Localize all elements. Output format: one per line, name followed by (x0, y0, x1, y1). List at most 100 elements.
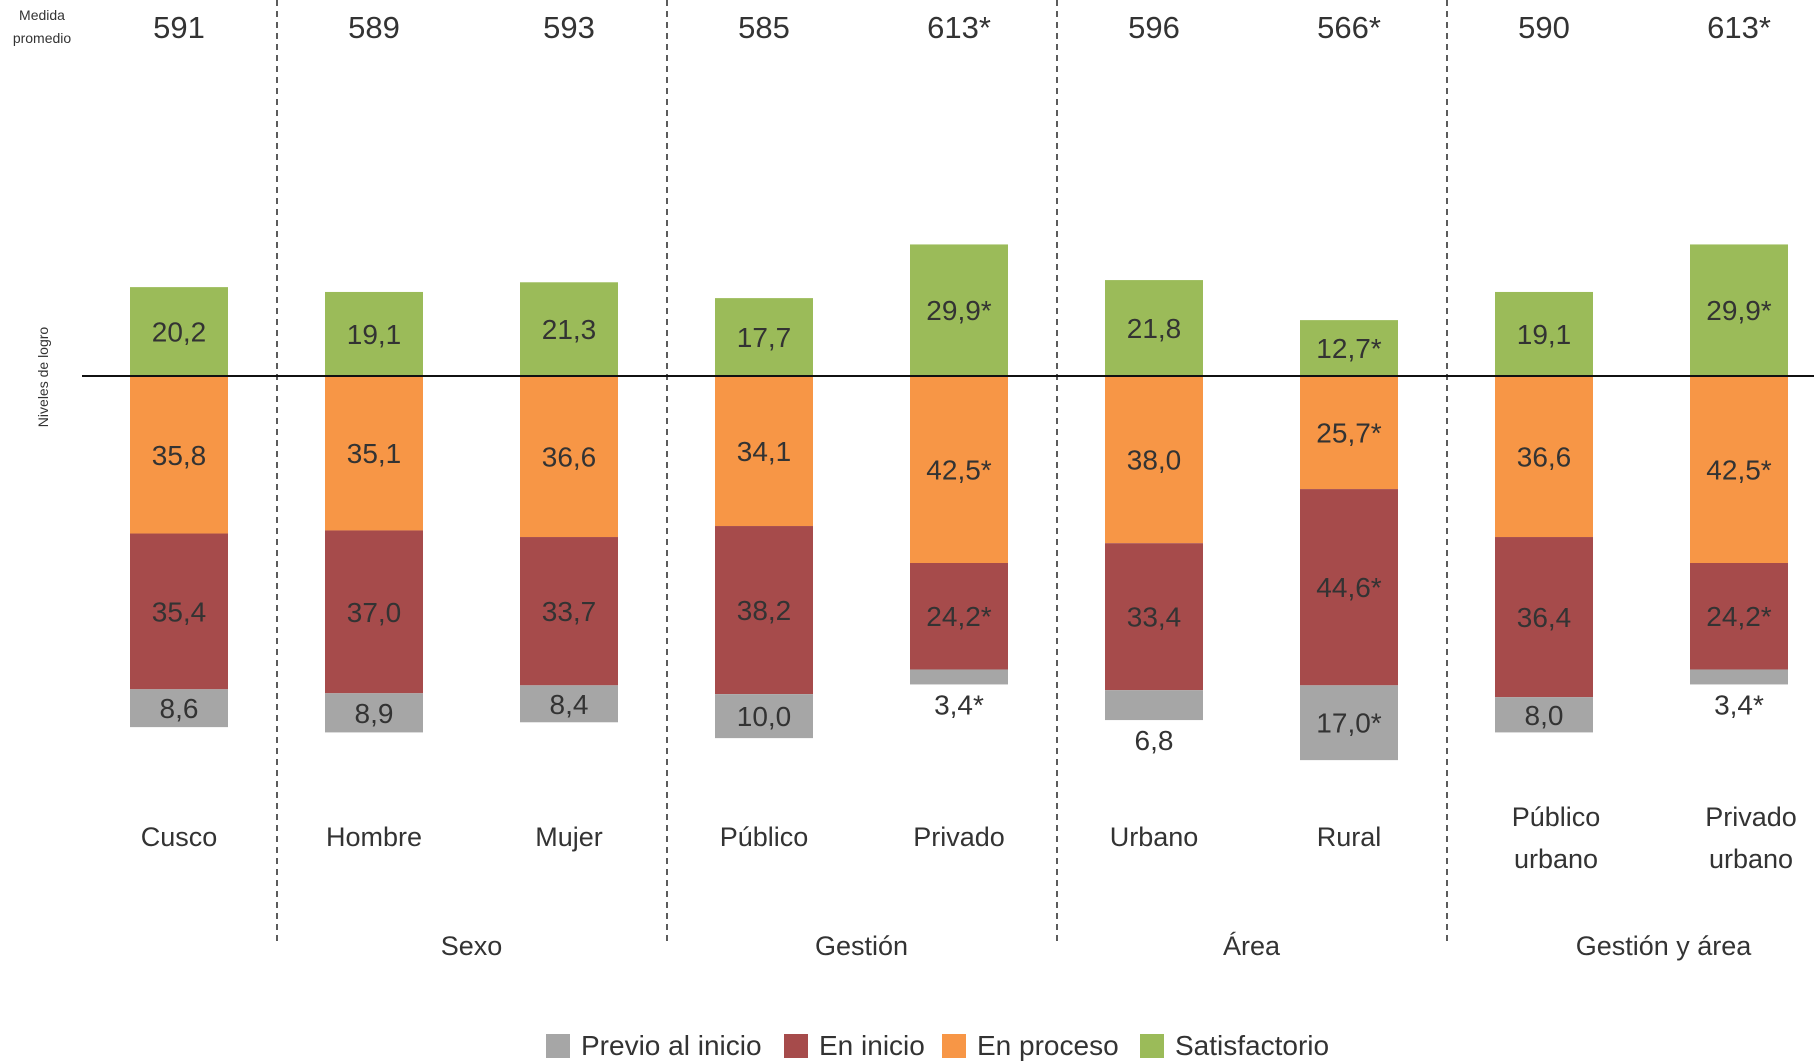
legend-swatch-previo-al-inicio (546, 1034, 570, 1058)
label-en-inicio-cusco: 35,4 (152, 596, 207, 627)
mean-score: 589 (348, 10, 400, 45)
label-en-proceso-privado: 42,5* (926, 455, 991, 486)
group-labels: Sexo Gestión Área Gestión y área (441, 931, 1753, 961)
label-previo-al-inicio-cusco: 8,6 (160, 693, 199, 724)
bar-previo-al-inicio-publico (715, 694, 813, 739)
label-en-inicio-publico-urbano: 36,4 (1517, 602, 1572, 633)
label-en-proceso-rural: 25,7* (1316, 418, 1381, 449)
label-en-proceso-publico: 34,1 (737, 436, 792, 467)
mean-score: 596 (1128, 10, 1180, 45)
bar-satisfactorio-cusco (130, 287, 228, 376)
label-satisfactorio-publico: 17,7 (737, 322, 792, 353)
bar-previo-al-inicio-cusco (130, 689, 228, 728)
bar-en-proceso-privado-urbano (1690, 376, 1788, 563)
mean-score: 590 (1518, 10, 1570, 45)
category-label: Urbano (1110, 822, 1199, 852)
label-satisfactorio-privado-urbano: 29,9* (1706, 295, 1771, 326)
label-previo-al-inicio-hombre: 8,9 (355, 698, 394, 729)
category-label: Público (1512, 802, 1601, 832)
bar-en-inicio-privado (910, 563, 1008, 670)
bar-en-proceso-urbano (1105, 376, 1203, 544)
label-en-proceso-publico-urbano: 36,6 (1517, 442, 1572, 473)
label-satisfactorio-mujer: 21,3 (542, 314, 597, 345)
category-label: Público (720, 822, 809, 852)
bar-previo-al-inicio-privado (910, 669, 1008, 685)
bar-en-inicio-publico-urbano (1495, 537, 1593, 698)
label-en-inicio-privado: 24,2* (926, 601, 991, 632)
label-satisfactorio-publico-urbano: 19,1 (1517, 319, 1572, 350)
bar-satisfactorio-urbano (1105, 280, 1203, 376)
label-satisfactorio-hombre: 19,1 (347, 319, 402, 350)
label-previo-al-inicio-privado-urbano: 3,4* (1714, 689, 1764, 720)
mean-scores: 591 589 593 585 613* 596 566* 590 613* (153, 10, 1771, 45)
category-label: Privado (1705, 802, 1797, 832)
label-en-inicio-rural: 44,6* (1316, 572, 1381, 603)
mean-score: 593 (543, 10, 595, 45)
label-en-proceso-mujer: 36,6 (542, 442, 597, 473)
category-label: Cusco (141, 822, 218, 852)
legend-swatch-satisfactorio (1140, 1034, 1164, 1058)
category-label: urbano (1514, 844, 1598, 874)
bar-previo-al-inicio-mujer (520, 685, 618, 723)
label-en-proceso-cusco: 35,8 (152, 440, 207, 471)
mean-score: 585 (738, 10, 790, 45)
legend-label-en-inicio: En inicio (819, 1030, 925, 1061)
label-previo-al-inicio-privado: 3,4* (934, 689, 984, 720)
mean-header-line1: Medida (19, 7, 65, 23)
label-en-proceso-privado-urbano: 42,5* (1706, 455, 1771, 486)
label-previo-al-inicio-urbano: 6,8 (1135, 725, 1174, 756)
category-label: Privado (913, 822, 1005, 852)
bar-previo-al-inicio-rural (1300, 685, 1398, 761)
legend-label-previo-al-inicio: Previo al inicio (581, 1030, 762, 1061)
bar-previo-al-inicio-publico-urbano (1495, 697, 1593, 733)
category-label: Hombre (326, 822, 422, 852)
label-en-inicio-urbano: 33,4 (1127, 602, 1182, 633)
group-label: Gestión (815, 931, 908, 961)
bar-en-inicio-urbano (1105, 543, 1203, 691)
legend-label-satisfactorio: Satisfactorio (1175, 1030, 1329, 1061)
bar-satisfactorio-privado-urbano (1690, 244, 1788, 376)
mean-score: 613* (1707, 10, 1771, 45)
label-satisfactorio-rural: 12,7* (1316, 333, 1381, 364)
bar-en-inicio-hombre (325, 530, 423, 694)
bar-en-proceso-cusco (130, 376, 228, 534)
mean-score: 613* (927, 10, 991, 45)
y-axis-label: Niveles de logro (35, 327, 51, 428)
bar-previo-al-inicio-hombre (325, 693, 423, 733)
group-label: Sexo (441, 931, 503, 961)
bar-en-proceso-privado (910, 376, 1008, 563)
bar-en-proceso-rural (1300, 376, 1398, 490)
bar-satisfactorio-publico (715, 298, 813, 376)
label-en-inicio-hombre: 37,0 (347, 597, 402, 628)
bars: 20,2 35,8 35,4 8,6 19,1 35,1 37,0 8,9 21,3 36,6 33… (130, 244, 1788, 761)
bar-satisfactorio-mujer (520, 282, 618, 376)
bar-en-proceso-hombre (325, 376, 423, 531)
label-satisfactorio-cusco: 20,2 (152, 317, 207, 348)
label-satisfactorio-urbano: 21,8 (1127, 313, 1182, 344)
label-previo-al-inicio-rural: 17,0* (1316, 708, 1381, 739)
bar-satisfactorio-privado (910, 244, 1008, 376)
category-label: urbano (1709, 844, 1793, 874)
label-satisfactorio-privado: 29,9* (926, 295, 991, 326)
label-en-proceso-hombre: 35,1 (347, 438, 402, 469)
bar-en-inicio-privado-urbano (1690, 563, 1788, 670)
group-dividers (276, 0, 1448, 946)
category-labels: Cusco Hombre Mujer Público Privado Urbano Rura… (141, 802, 1797, 874)
label-previo-al-inicio-publico: 10,0 (737, 701, 792, 732)
label-previo-al-inicio-publico-urbano: 8,0 (1525, 700, 1564, 731)
bar-en-inicio-mujer (520, 537, 618, 686)
label-en-inicio-mujer: 33,7 (542, 596, 597, 627)
bar-en-proceso-publico (715, 376, 813, 527)
mean-score: 591 (153, 10, 205, 45)
bar-en-proceso-publico-urbano (1495, 376, 1593, 538)
group-label: Área (1223, 931, 1281, 961)
bar-satisfactorio-rural (1300, 320, 1398, 376)
label-en-inicio-publico: 38,2 (737, 595, 792, 626)
label-en-inicio-privado-urbano: 24,2* (1706, 601, 1771, 632)
bar-satisfactorio-hombre (325, 291, 423, 376)
bar-en-proceso-mujer (520, 376, 618, 538)
bar-en-inicio-cusco (130, 533, 228, 690)
legend-swatch-en-inicio (784, 1034, 808, 1058)
bar-en-inicio-rural (1300, 489, 1398, 686)
